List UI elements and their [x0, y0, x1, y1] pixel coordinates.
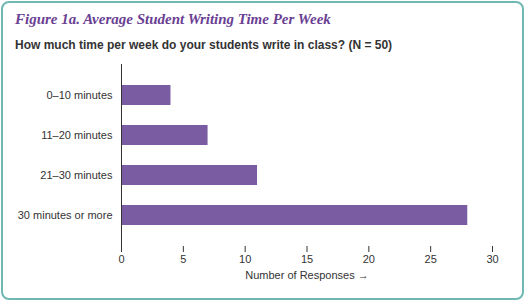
- html-text:Figure 1a. Average Student Wri: Figure 1a. Average Student Writing Time …: [15, 11, 331, 27]
- svg-text:5: 5: [180, 253, 186, 265]
- svg-text:30 minutes or more: 30 minutes or more: [18, 209, 113, 221]
- svg-text:30: 30: [486, 253, 498, 265]
- svg-text:11–20 minutes: 11–20 minutes: [41, 129, 113, 141]
- svg-text:0: 0: [118, 253, 124, 265]
- svg-text:Number of Responses →: Number of Responses →: [245, 269, 369, 281]
- svg-text:25: 25: [425, 253, 437, 265]
- svg-text:10: 10: [239, 253, 251, 265]
- svg-text:20: 20: [363, 253, 375, 265]
- html-text:How much time per week do your: How much time per week do your students …: [15, 38, 393, 52]
- svg-text:15: 15: [301, 253, 313, 265]
- svg-text:0–10 minutes: 0–10 minutes: [46, 89, 113, 101]
- svg-text:21–30 minutes: 21–30 minutes: [40, 169, 113, 181]
